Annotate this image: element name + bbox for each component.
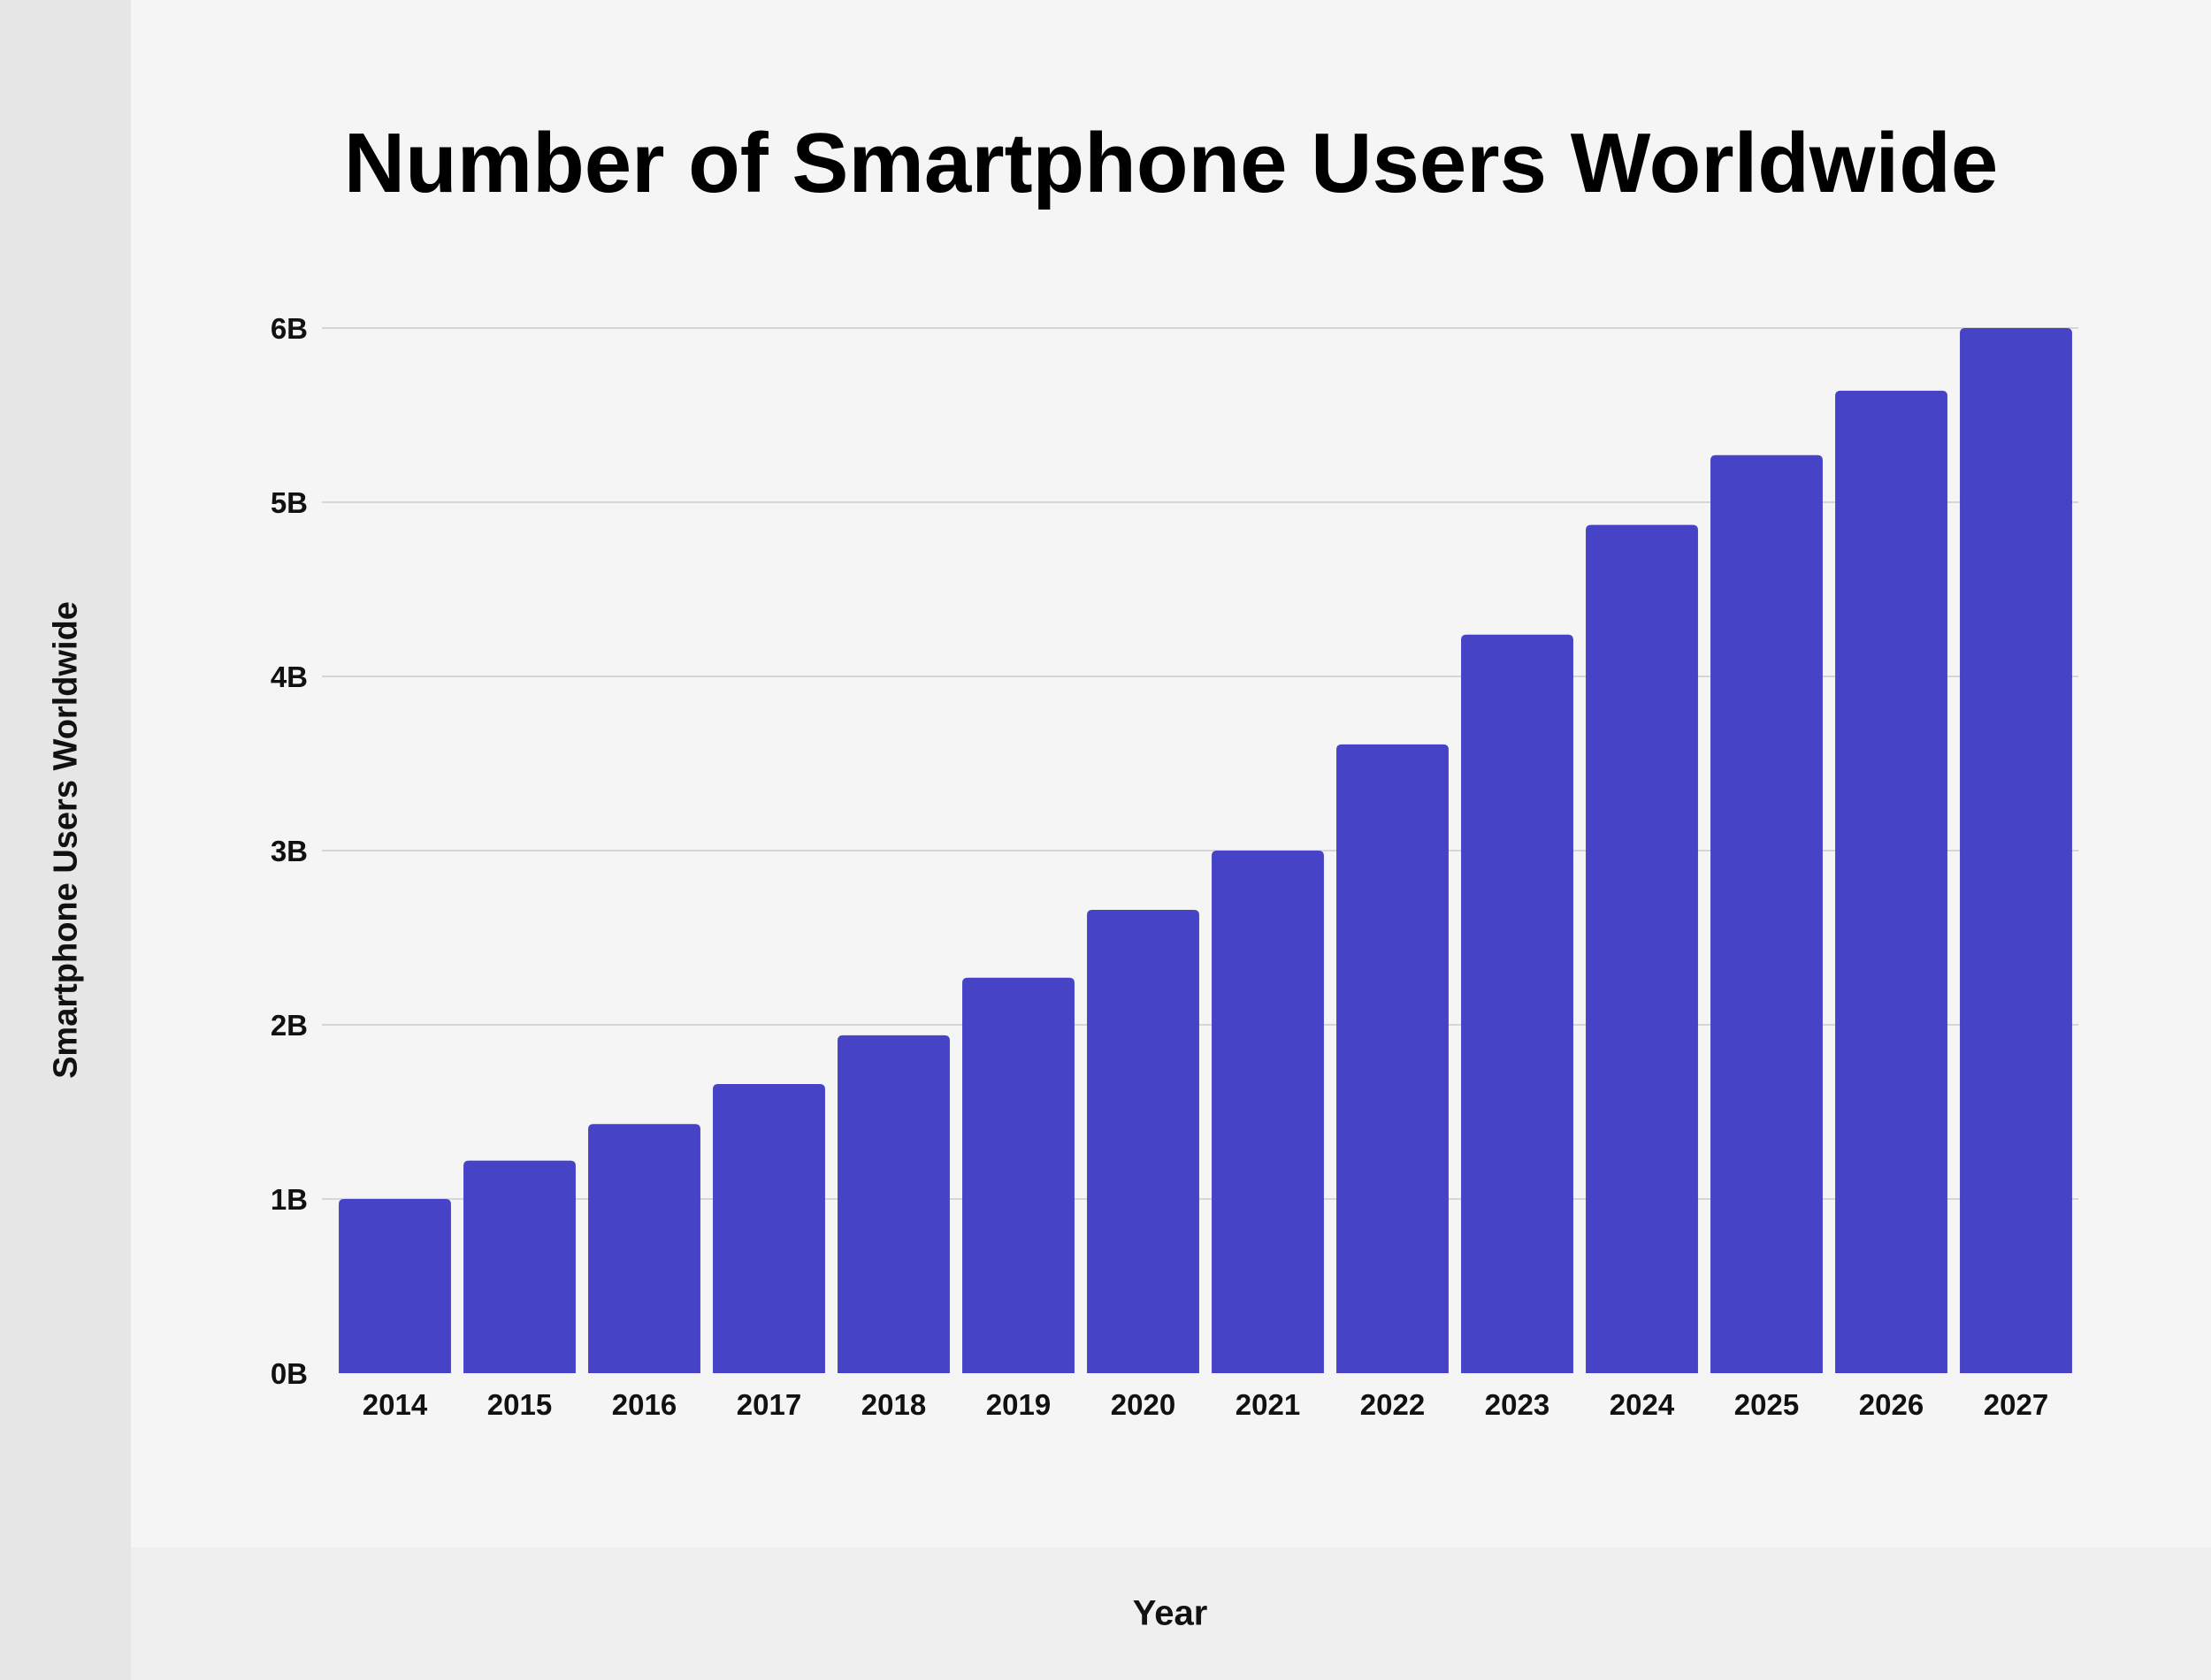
x-tick-label: 2023	[1485, 1388, 1549, 1421]
bar-2022	[1336, 744, 1449, 1373]
bar-2023	[1461, 634, 1573, 1373]
x-axis-label: Year	[1132, 1593, 1208, 1633]
x-tick-label: 2025	[1734, 1388, 1799, 1421]
y-tick-label: 6B	[271, 312, 308, 345]
x-tick-label: 2014	[363, 1388, 428, 1421]
y-tick-label: 5B	[271, 486, 308, 519]
bar-2025	[1710, 454, 1823, 1373]
bar-2017	[713, 1083, 825, 1373]
bar-2026	[1835, 390, 1947, 1373]
chart-title: Number of Smartphone Users Worldwide	[343, 116, 1999, 210]
x-tick-label: 2024	[1610, 1388, 1675, 1421]
bar-2021	[1212, 851, 1324, 1373]
bar-2027	[1960, 328, 2072, 1373]
x-tick-label: 2026	[1859, 1388, 1924, 1421]
bar-2015	[463, 1160, 576, 1373]
y-tick-label: 0B	[271, 1357, 308, 1390]
bottom-band	[131, 1547, 2211, 1680]
x-tick-label: 2019	[986, 1388, 1051, 1421]
y-tick-label: 4B	[271, 661, 308, 693]
y-tick-label: 2B	[271, 1009, 308, 1042]
bar-2024	[1586, 524, 1698, 1373]
x-tick-label: 2017	[737, 1388, 801, 1421]
y-tick-label: 3B	[271, 835, 308, 867]
x-tick-label: 2016	[612, 1388, 677, 1421]
x-tick-label: 2020	[1111, 1388, 1175, 1421]
x-tick-label: 2022	[1360, 1388, 1425, 1421]
bar-2020	[1087, 909, 1199, 1373]
x-tick-label: 2021	[1236, 1388, 1300, 1421]
bar-2018	[838, 1035, 950, 1373]
x-tick-label: 2027	[1984, 1388, 2048, 1421]
bar-2014	[339, 1199, 451, 1373]
left-margin-panel	[0, 0, 131, 1680]
x-tick-label: 2018	[861, 1388, 926, 1421]
bar-2016	[588, 1124, 700, 1373]
x-tick-label: 2015	[487, 1388, 552, 1421]
y-tick-label: 1B	[271, 1183, 308, 1216]
bar-2019	[962, 977, 1075, 1373]
